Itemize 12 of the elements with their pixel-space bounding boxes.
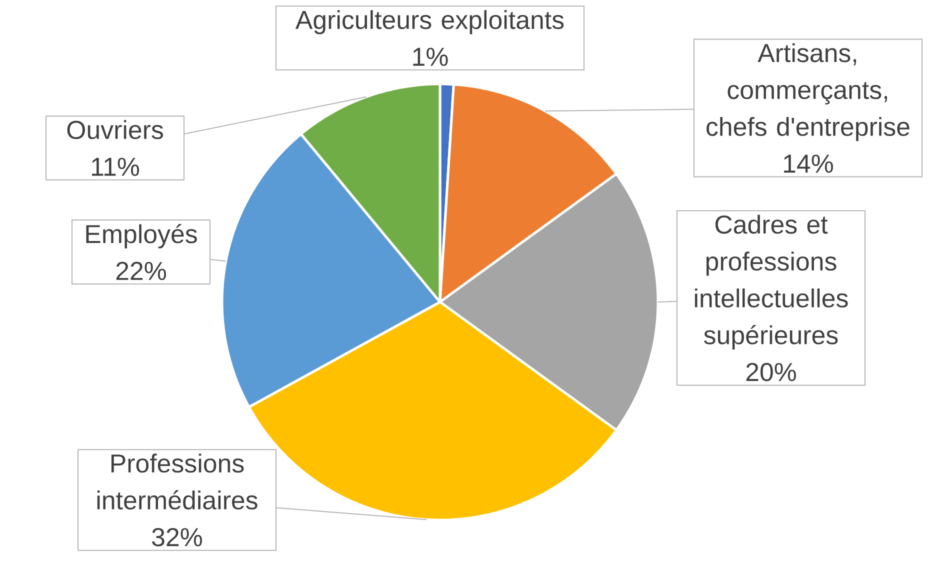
data-label: 22% <box>116 262 166 280</box>
data-label: 14% <box>784 154 833 173</box>
slice-label: Ouvriers <box>67 120 163 140</box>
data-label: 20% <box>746 362 796 382</box>
data-label: 1% <box>413 48 448 66</box>
slice-label: Artisans, commerçants, chefs d'entreprise <box>706 43 910 142</box>
data-label: 11% <box>92 158 140 176</box>
slice-label: Professions intermédiaires <box>97 454 258 510</box>
slice-label: Cadres et professions intellectuelles supérieures <box>694 214 848 350</box>
slice-label: Agriculteurs exploitants <box>295 10 564 34</box>
slice-label: Employés <box>86 224 197 248</box>
data-label: 32% <box>152 528 202 546</box>
